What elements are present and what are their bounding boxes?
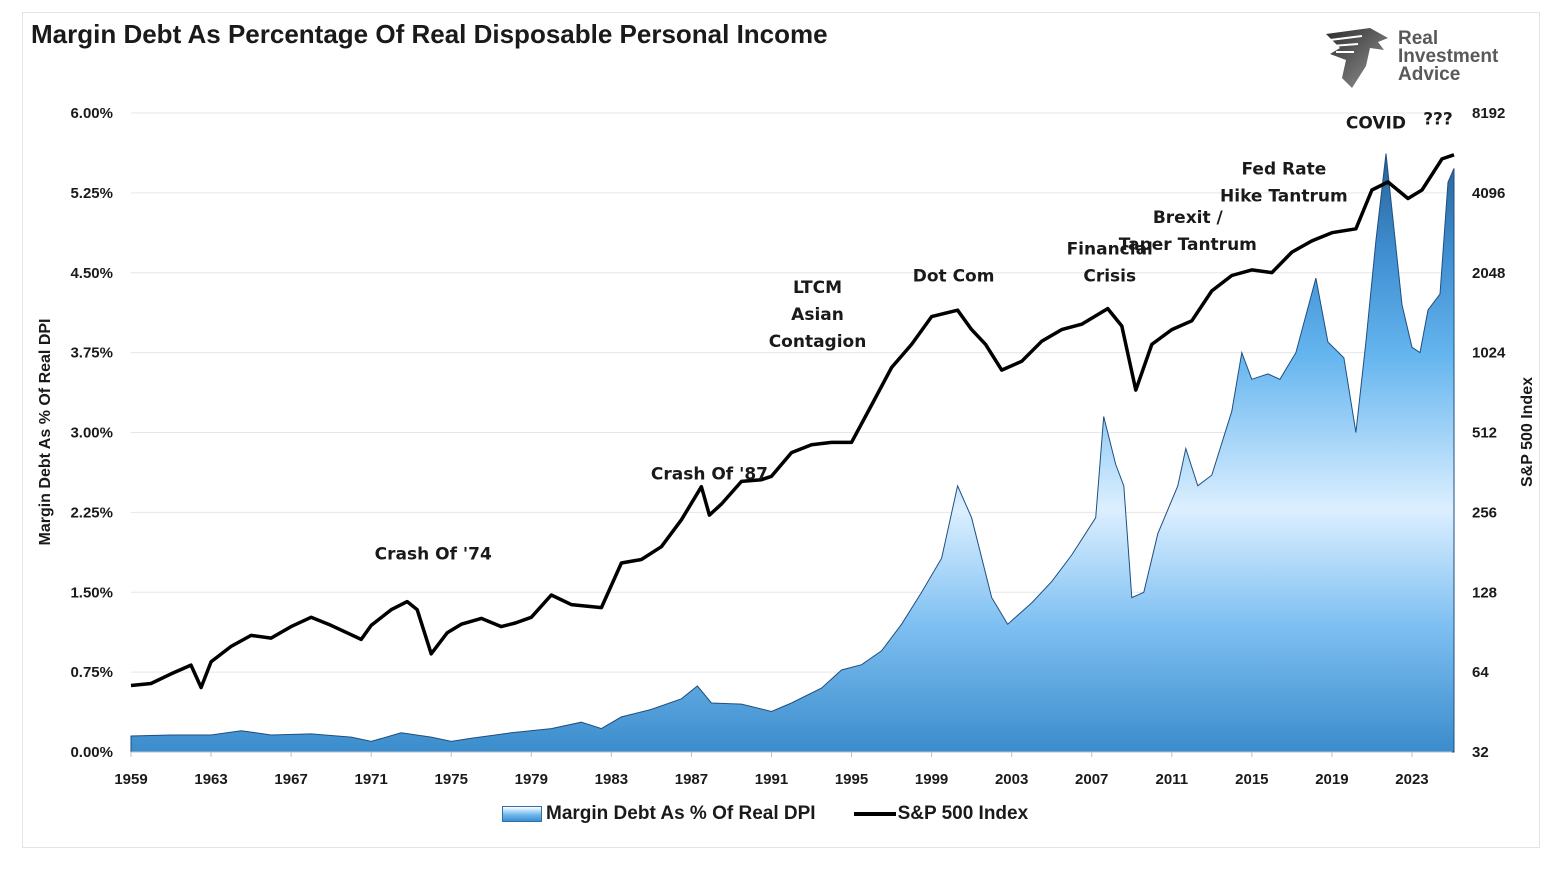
x-tick-label: 1991 (755, 771, 788, 788)
y-right-tick-label: 256 (1472, 504, 1497, 521)
y-left-tick-label: 5.25% (70, 185, 113, 202)
annotation-line: Financial (1067, 239, 1153, 259)
y-left-tick-label: 3.00% (70, 425, 113, 442)
chart-annotation: Fed Rate Hike Tantrum (1220, 160, 1348, 207)
chart-annotation: Brexit / Taper Tantrum (1119, 208, 1257, 255)
y-left-tick-label: 0.75% (70, 664, 113, 681)
y-right-tick-label: 32 (1472, 744, 1489, 761)
annotation-line: LTCM (793, 278, 842, 298)
y-left-tick-label: 0.00% (70, 744, 113, 761)
chart-title: Margin Debt As Percentage Of Real Dispos… (31, 19, 828, 49)
chart-annotation: ??? (1423, 110, 1453, 130)
x-tick-label: 2019 (1315, 771, 1348, 788)
annotation-line: ??? (1423, 110, 1453, 130)
legend-line-label: S&P 500 Index (897, 803, 1029, 824)
annotation-line: Crash Of '74 (375, 545, 492, 565)
y-right-tick-label: 1024 (1472, 345, 1506, 362)
y-right-axis-title: S&P 500 Index (1519, 377, 1536, 487)
x-tick-label: 2003 (995, 771, 1028, 788)
annotation-line: COVID (1346, 114, 1406, 134)
margin-debt-area (130, 153, 1455, 753)
logo-line-3: Advice (1398, 64, 1461, 85)
y-right-tick-label: 64 (1472, 664, 1489, 681)
logo-line-1: Real (1398, 28, 1439, 49)
x-tick-label: 1971 (354, 771, 387, 788)
x-tick-label: 1983 (595, 771, 628, 788)
x-tick-label: 1995 (835, 771, 868, 788)
area-layer (130, 153, 1455, 753)
y-left-tick-label: 1.50% (70, 584, 113, 601)
annotation-line: Hike Tantrum (1220, 187, 1348, 207)
logo: Real Investment Advice (1322, 26, 1522, 90)
x-tick-label: 1999 (915, 771, 948, 788)
chart-frame (22, 12, 1540, 848)
logo-line-2: Investment (1398, 46, 1499, 67)
y-right-tick-label: 8192 (1472, 105, 1505, 122)
annotation-line: Crisis (1083, 266, 1136, 286)
y-left-tick-label: 4.50% (70, 265, 113, 282)
y-left-tick-label: 6.00% (70, 105, 113, 122)
line-layer (130, 153, 1455, 690)
x-tick-label: 2023 (1395, 771, 1428, 788)
x-tick-label: 1967 (274, 771, 307, 788)
y-right-tick-label: 4096 (1472, 185, 1505, 202)
annotation-line: Fed Rate (1241, 160, 1326, 180)
chart-annotation: Financial Crisis (1067, 239, 1153, 286)
chart-annotation: COVID (1346, 114, 1406, 134)
sp500-line (130, 153, 1455, 690)
x-tick-label: 1963 (194, 771, 227, 788)
chart-annotation: Dot Com (913, 266, 995, 286)
legend-line-swatch (853, 812, 896, 816)
annotation-line: Contagion (769, 332, 867, 352)
annotation-line: Brexit / (1153, 208, 1224, 228)
chart-annotation: Crash Of '87 (651, 465, 768, 485)
axes: 0.00% 0.75% 1.50% 2.25% 3.00% 3.75% 4.50% 5.25%… (70, 105, 1506, 788)
y-left-tick-label: 3.75% (70, 345, 113, 362)
x-tick-label: 1987 (675, 771, 708, 788)
x-tick-label: 1959 (114, 771, 147, 788)
x-tick-label: 1975 (435, 771, 468, 788)
legend-area-swatch (502, 806, 542, 822)
annotation-line: Dot Com (913, 266, 995, 286)
chart-annotation: Crash Of '74 (375, 545, 492, 565)
annotations: Crash Of '74 Crash Of '87 LTCM Asian Contagi… (375, 110, 1453, 565)
x-tick-label: 1979 (515, 771, 548, 788)
x-tick-label: 2015 (1235, 771, 1268, 788)
y-right-tick-label: 128 (1472, 584, 1497, 601)
x-tick-label: 2007 (1075, 771, 1108, 788)
logo-text: Real Investment Advice (1398, 28, 1499, 85)
annotation-line: Taper Tantrum (1119, 235, 1257, 255)
annotation-line: Asian (791, 305, 844, 325)
x-tick-label: 2011 (1156, 771, 1189, 788)
y-right-tick-label: 512 (1472, 425, 1497, 442)
y-left-axis-title: Margin Debt As % Of Real DPI (37, 319, 54, 546)
legend-area-label: Margin Debt As % Of Real DPI (546, 803, 816, 824)
y-left-tick-label: 2.25% (70, 504, 113, 521)
annotation-line: Crash Of '87 (651, 465, 768, 485)
legend: Margin Debt As % Of Real DPI S&P 500 Ind… (502, 802, 1028, 826)
eagle-logo-icon (1326, 28, 1388, 88)
chart-annotation: LTCM Asian Contagion (769, 278, 867, 352)
y-right-tick-label: 2048 (1472, 265, 1505, 282)
